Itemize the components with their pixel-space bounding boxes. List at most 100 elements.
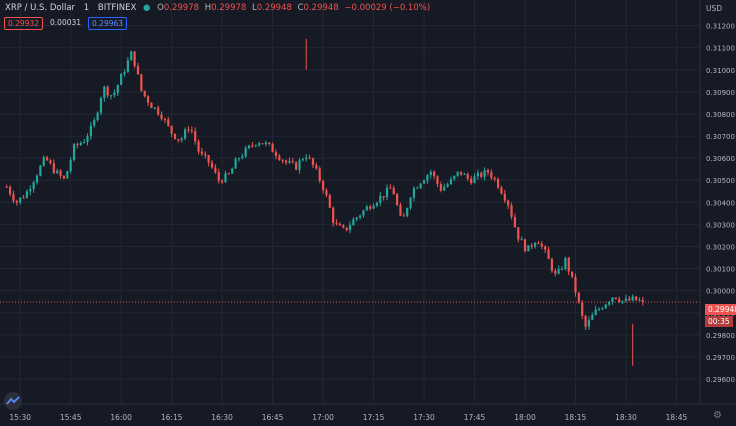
candle-body <box>345 227 348 231</box>
high-value: 0.29978 <box>211 3 247 13</box>
candle-body <box>463 174 466 176</box>
y-tick-label: 0.30200 <box>706 243 735 251</box>
candle-body <box>520 239 523 241</box>
candle-body <box>537 242 540 244</box>
candle-body <box>113 92 116 96</box>
price-axis-panel <box>700 0 736 426</box>
candle-body <box>389 187 392 189</box>
candle-body <box>362 210 365 216</box>
candle-body <box>436 176 439 185</box>
price-boxes: 0.29932 0.00031 0.29963 <box>4 17 128 30</box>
candle-body <box>426 175 429 181</box>
candle-body <box>39 165 42 176</box>
candle-body <box>278 156 281 160</box>
candle-body <box>83 142 86 144</box>
candle-body <box>187 129 190 131</box>
candle-body <box>79 142 82 145</box>
candle-body <box>416 187 419 189</box>
candle-body <box>318 168 321 181</box>
candle-body <box>271 143 274 153</box>
candle-body <box>530 245 533 247</box>
candle-body <box>194 130 197 142</box>
candle-body <box>291 161 294 163</box>
candle-body <box>180 138 183 141</box>
candle-body <box>123 72 126 74</box>
candle-body <box>183 129 187 139</box>
candle-body <box>443 186 446 191</box>
candle-body <box>496 179 500 188</box>
candle-body <box>382 195 385 198</box>
candle-body <box>224 173 227 183</box>
candle-body <box>517 227 520 240</box>
candle-body <box>42 157 45 166</box>
candle-body <box>281 159 284 161</box>
candle-body <box>597 308 601 310</box>
candle-body <box>264 142 267 145</box>
candle-body <box>93 120 96 126</box>
candle-body <box>466 174 469 179</box>
y-tick-label: 0.30600 <box>706 155 735 163</box>
candle-body <box>493 177 496 180</box>
candle-body <box>8 186 12 195</box>
candle-body <box>584 315 587 327</box>
y-tick-label: 0.29700 <box>706 354 735 362</box>
candle-body <box>335 222 338 224</box>
candle-body <box>160 114 163 119</box>
candle-body <box>321 180 325 191</box>
candle-body <box>153 107 156 109</box>
ask-price[interactable]: 0.29963 <box>88 17 128 30</box>
y-tick-label: 0.29800 <box>706 332 735 340</box>
candle-body <box>358 215 362 218</box>
candle-body <box>99 98 103 113</box>
gear-icon[interactable]: ⚙ <box>713 410 722 421</box>
candle-body <box>89 125 92 137</box>
candle-body <box>638 299 641 301</box>
candle-body <box>140 74 143 91</box>
candle-body <box>412 188 416 198</box>
candle-body <box>399 204 402 216</box>
candle-body <box>567 257 570 272</box>
currency-label[interactable]: USD <box>706 4 723 13</box>
symbol-name[interactable]: XRP / U.S. Dollar <box>5 3 76 13</box>
candle-body <box>446 184 449 187</box>
candle-body <box>621 300 624 302</box>
candle-body <box>170 125 173 134</box>
interval[interactable]: 1 <box>83 3 90 13</box>
candle-body <box>406 207 409 217</box>
candle-body <box>480 172 483 177</box>
candle-body <box>533 242 537 247</box>
candle-body <box>120 73 123 85</box>
candle-body <box>22 197 25 199</box>
y-tick-label: 0.30700 <box>706 133 735 141</box>
candle-body <box>197 141 200 152</box>
x-tick-label: 16:00 <box>110 413 132 422</box>
candle-body <box>62 175 66 179</box>
candle-body <box>29 189 32 192</box>
candle-body <box>476 172 479 177</box>
high-label: H <box>204 3 212 13</box>
y-tick-label: 0.31000 <box>706 67 735 75</box>
candle-body <box>284 160 288 163</box>
candle-body <box>523 239 527 252</box>
candle-body <box>641 299 644 303</box>
last-price-tag: 0.29948 <box>705 304 736 315</box>
candle-body <box>355 217 358 220</box>
low-label: L <box>252 3 257 13</box>
candle-body <box>571 271 574 277</box>
candle-body <box>470 178 473 184</box>
candle-body <box>247 145 251 148</box>
candle-body <box>328 195 331 208</box>
bid-price[interactable]: 0.29932 <box>4 17 44 30</box>
tradingview-logo-icon[interactable] <box>4 392 22 410</box>
candle-body <box>503 193 506 201</box>
candle-body <box>601 308 604 310</box>
candle-body <box>251 145 254 147</box>
candle-body <box>628 298 631 301</box>
candle-body <box>49 160 52 164</box>
candle-body <box>32 182 35 190</box>
candle-body <box>459 171 463 175</box>
candle-body <box>177 138 180 141</box>
candle-body <box>392 187 395 195</box>
candle-body <box>12 194 15 201</box>
